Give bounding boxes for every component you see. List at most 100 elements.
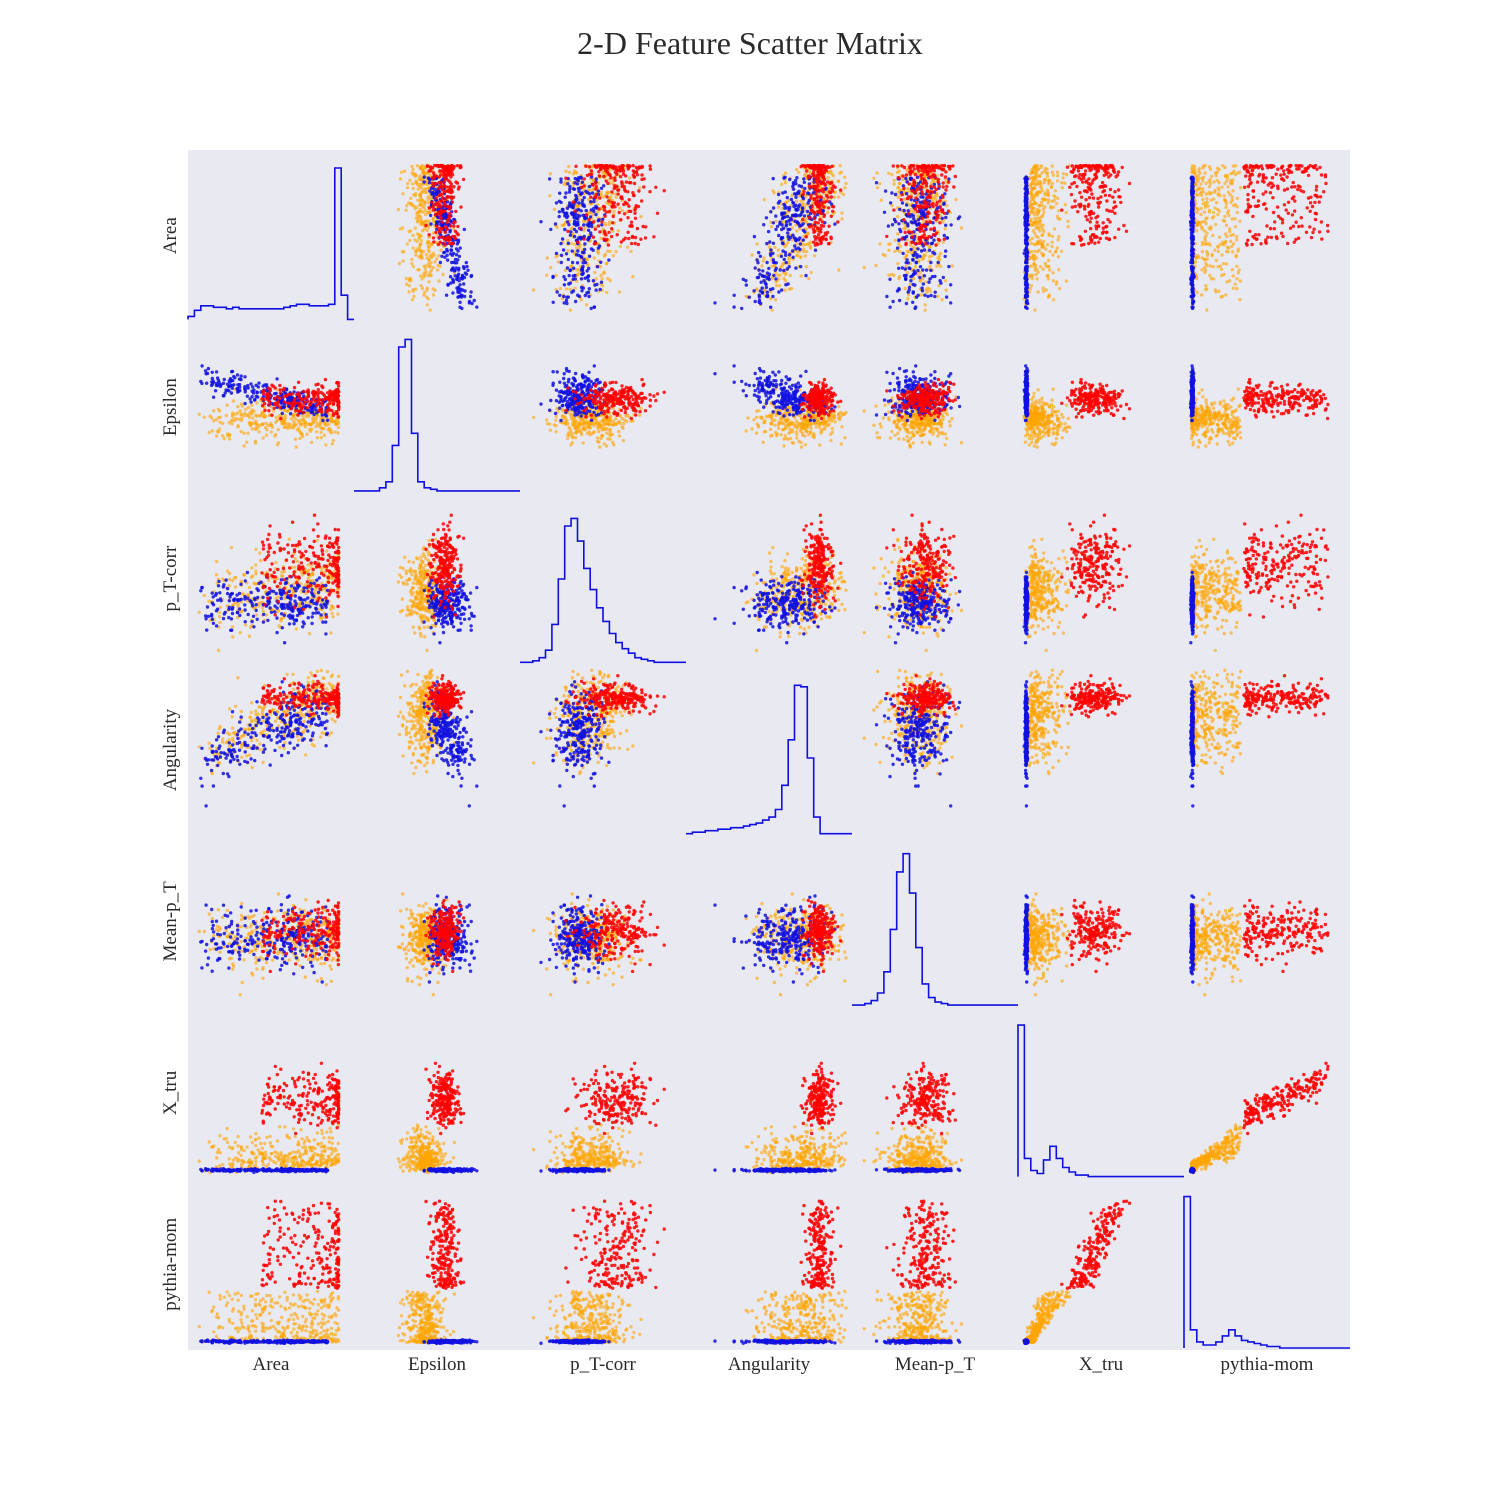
point: [921, 258, 924, 261]
point: [631, 164, 634, 167]
point: [784, 181, 787, 184]
point: [437, 254, 440, 257]
point: [935, 203, 938, 206]
point: [618, 206, 621, 209]
point: [406, 242, 409, 245]
point: [429, 254, 432, 257]
point: [921, 192, 924, 195]
point: [1213, 189, 1216, 192]
point: [1043, 205, 1046, 208]
point: [627, 166, 630, 169]
point: [788, 178, 791, 181]
point: [568, 287, 571, 290]
point: [775, 284, 778, 287]
point: [1105, 208, 1108, 211]
point: [567, 242, 570, 245]
point: [448, 215, 451, 218]
point: [1236, 197, 1239, 200]
point: [1056, 246, 1059, 249]
point: [449, 191, 452, 194]
point: [1036, 250, 1039, 253]
point: [942, 181, 945, 184]
point: [567, 165, 570, 168]
point: [1039, 219, 1042, 222]
point: [1038, 204, 1041, 207]
point: [1074, 205, 1077, 208]
point: [425, 219, 428, 222]
point: [1117, 228, 1120, 231]
point: [775, 267, 778, 270]
point: [1222, 262, 1225, 265]
point: [1212, 197, 1215, 200]
point: [1227, 191, 1230, 194]
point: [407, 201, 410, 204]
point: [938, 254, 941, 257]
point: [1044, 167, 1047, 170]
point: [456, 242, 459, 245]
point: [832, 205, 835, 208]
point: [1113, 212, 1116, 215]
point: [918, 242, 921, 245]
point: [1196, 194, 1199, 197]
point: [454, 210, 457, 213]
point: [1034, 234, 1037, 237]
point: [1095, 221, 1098, 224]
point: [1235, 235, 1238, 238]
point: [807, 174, 810, 177]
point: [915, 261, 918, 264]
point: [836, 220, 839, 223]
point: [441, 188, 444, 191]
point: [772, 221, 775, 224]
point: [583, 226, 586, 229]
point: [575, 268, 578, 271]
point: [772, 177, 775, 180]
point: [938, 279, 941, 282]
point: [1057, 268, 1060, 271]
point: [1088, 196, 1091, 199]
point: [561, 237, 564, 240]
point: [1200, 191, 1203, 194]
point: [465, 261, 468, 264]
point: [453, 235, 456, 238]
point: [765, 261, 768, 264]
point: [1024, 214, 1027, 217]
point: [1089, 220, 1092, 223]
point: [1057, 217, 1060, 220]
point: [803, 214, 806, 217]
point: [634, 242, 637, 245]
point: [876, 186, 879, 189]
point: [808, 225, 811, 228]
point: [436, 164, 439, 167]
point: [1117, 195, 1120, 198]
point: [619, 218, 622, 221]
point: [911, 301, 914, 304]
point: [944, 175, 947, 178]
point: [597, 224, 600, 227]
point: [925, 220, 928, 223]
point: [622, 203, 625, 206]
point: [612, 215, 615, 218]
point: [638, 186, 641, 189]
point: [810, 271, 813, 274]
point: [432, 208, 435, 211]
point: [782, 269, 785, 272]
point: [1229, 240, 1232, 243]
point: [1196, 187, 1199, 190]
point: [428, 258, 431, 261]
point: [1051, 164, 1054, 167]
point: [944, 224, 947, 227]
point: [1035, 277, 1038, 280]
point: [924, 242, 927, 245]
point: [770, 265, 773, 268]
point: [590, 247, 593, 250]
point: [424, 268, 427, 271]
point: [913, 283, 916, 286]
point: [408, 179, 411, 182]
point: [445, 294, 448, 297]
point: [411, 234, 414, 237]
point: [405, 283, 408, 286]
point: [863, 266, 866, 269]
point: [1232, 287, 1235, 290]
point: [814, 201, 817, 204]
point: [1052, 298, 1055, 301]
